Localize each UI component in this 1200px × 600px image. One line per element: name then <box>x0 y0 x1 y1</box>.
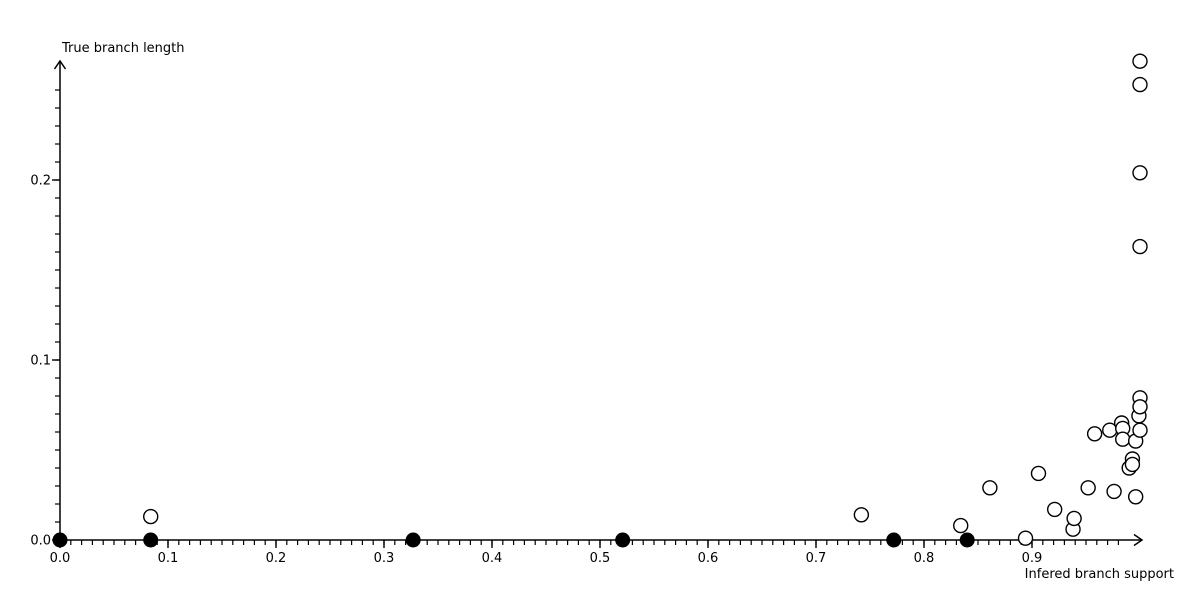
data-point-open <box>1030 465 1047 482</box>
data-point-open <box>1106 483 1122 500</box>
data-point-open <box>1132 53 1148 69</box>
data-point-open <box>1066 510 1082 527</box>
x-tick-label: 0.6 <box>698 551 719 566</box>
data-point-filled <box>615 532 631 548</box>
x-tick-label: 0.9 <box>1022 551 1043 566</box>
data-point-filled <box>886 532 902 548</box>
data-point-open <box>1017 530 1034 546</box>
data-point-open <box>1132 165 1148 181</box>
data-point-open <box>1127 489 1144 505</box>
data-point-open <box>1124 456 1141 473</box>
data-point-filled <box>143 532 159 548</box>
x-tick-label: 0.0 <box>50 551 71 566</box>
x-tick-label: 0.1 <box>158 551 179 566</box>
x-tick-label: 0.8 <box>914 551 935 566</box>
y-axis-title: True branch length <box>62 41 185 56</box>
data-point-filled <box>52 532 68 548</box>
x-tick-label: 0.4 <box>482 551 503 566</box>
data-point-filled <box>959 532 975 548</box>
y-tick-label: 0.1 <box>30 354 51 369</box>
x-tick-label: 0.3 <box>374 551 395 566</box>
x-axis-title: Infered branch support <box>1024 567 1174 582</box>
data-point-open <box>1115 431 1131 447</box>
data-point-open <box>1132 238 1148 255</box>
data-point-open <box>1132 422 1148 438</box>
data-point-filled <box>405 532 421 548</box>
y-tick-label: 0.0 <box>30 534 51 549</box>
data-point-open <box>1132 399 1148 415</box>
y-tick-label: 0.2 <box>30 174 51 189</box>
data-point-open <box>953 517 969 534</box>
data-point-open <box>1086 426 1103 442</box>
data-point-open <box>853 507 870 523</box>
y-axis-arrow-icon <box>53 59 67 70</box>
data-point-open <box>1132 76 1148 93</box>
x-tick-label: 0.2 <box>266 551 287 566</box>
data-point-open <box>982 480 998 496</box>
x-axis-arrow-icon <box>1133 533 1144 547</box>
data-point-open <box>1046 501 1063 518</box>
x-tick-label: 0.7 <box>806 551 827 566</box>
x-tick-label: 0.5 <box>590 551 611 566</box>
data-point-open <box>143 508 159 525</box>
data-point-open <box>1080 480 1096 496</box>
